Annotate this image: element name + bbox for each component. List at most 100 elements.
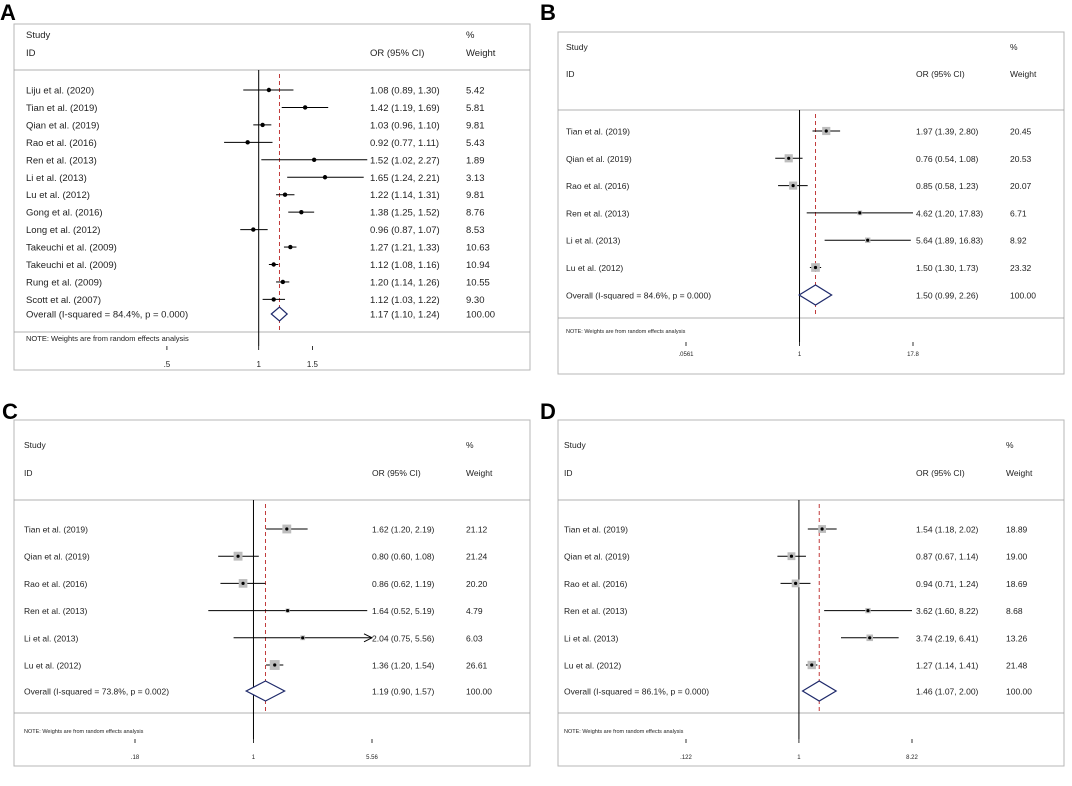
- study-or-ci: 1.27 (1.21, 1.33): [370, 243, 440, 254]
- study-or-ci: 0.80 (0.60, 1.08): [372, 552, 435, 562]
- header-percent: %: [466, 30, 475, 41]
- study-weight: 20.07: [1010, 181, 1032, 191]
- study-or-ci: 3.74 (2.19, 6.41): [916, 633, 979, 643]
- study-row: Ren et al. (2013) 4.62 (1.20, 17.83) 6.71: [566, 208, 1027, 218]
- header-or-ci: OR (95% CI): [916, 468, 965, 478]
- overall-label: Overall (I-squared = 86.1%, p = 0.000): [564, 687, 709, 697]
- ci-arrow: [363, 633, 374, 643]
- panel-c: C Study% ID OR (95% CI) Weight Tian et al. (…: [0, 393, 536, 786]
- point-estimate: [280, 279, 286, 285]
- study-row: Tian et al. (2019) 1.54 (1.18, 2.02) 18.89: [564, 525, 1028, 535]
- header-weight: Weight: [466, 48, 496, 59]
- study-weight: 10.55: [466, 277, 490, 288]
- overall-row: Overall (I-squared = 84.4%, p = 0.000) 1.…: [26, 306, 495, 322]
- overall-or-ci: 1.17 (1.10, 1.24): [370, 310, 440, 321]
- study-or-ci: 1.62 (1.20, 2.19): [372, 525, 435, 535]
- study-row: Lu et al. (2012) 1.27 (1.14, 1.41) 21.48: [564, 661, 1028, 671]
- panel-letter-b: B: [540, 0, 556, 25]
- x-tick-label: 17.8: [907, 352, 919, 358]
- study-or-ci: 1.08 (0.89, 1.30): [370, 86, 440, 97]
- study-row: Tian et al. (2019) 1.42 (1.19, 1.69) 5.81: [26, 103, 485, 114]
- study-weight: 10.94: [466, 260, 490, 271]
- point-estimate: [866, 609, 870, 613]
- study-label: Ren et al. (2013): [24, 606, 87, 616]
- study-row: Ren et al. (2013) 3.62 (1.60, 8.22) 8.68: [564, 606, 1023, 616]
- study-row: Liju et al. (2020) 1.08 (0.89, 1.30) 5.42: [26, 86, 485, 97]
- study-or-ci: 1.50 (1.30, 1.73): [916, 263, 979, 273]
- x-tick-label: 8.22: [906, 755, 918, 761]
- study-or-ci: 1.42 (1.19, 1.69): [370, 103, 440, 114]
- study-weight: 13.26: [1006, 633, 1028, 643]
- study-or-ci: 1.65 (1.24, 2.21): [370, 173, 440, 184]
- weights-note: NOTE: Weights are from random effects an…: [566, 329, 686, 335]
- study-or-ci: 0.85 (0.58, 1.23): [916, 181, 979, 191]
- study-row: Lu et al. (2012) 1.22 (1.14, 1.31) 9.81: [26, 190, 485, 201]
- study-label: Qian et al. (2019): [564, 552, 630, 562]
- header-weight: Weight: [1006, 468, 1033, 478]
- x-tick-label: 5.56: [366, 755, 378, 761]
- study-weight: 9.81: [466, 190, 485, 201]
- x-tick-label: 1: [256, 360, 261, 369]
- overall-row: Overall (I-squared = 73.8%, p = 0.002) 1.…: [24, 680, 492, 702]
- study-row: Li et al. (2013) 5.64 (1.89, 16.83) 8.92: [566, 236, 1027, 246]
- overall-or-ci: 1.50 (0.99, 2.26): [916, 291, 979, 301]
- plot-frame: [557, 31, 1065, 375]
- overall-row: Overall (I-squared = 86.1%, p = 0.000) 1.…: [564, 680, 1032, 702]
- weights-note: NOTE: Weights are from random effects an…: [564, 729, 684, 735]
- point-estimate: [858, 211, 862, 215]
- study-row: Qian et al. (2019) 1.03 (0.96, 1.10) 9.81: [26, 120, 485, 131]
- header-study: Study: [564, 440, 586, 450]
- study-row: Tian et al. (2019) 1.97 (1.39, 2.80) 20.45: [566, 127, 1032, 137]
- overall-row: Overall (I-squared = 84.6%, p = 0.000) 1.…: [566, 284, 1036, 306]
- study-row: Rao et al. (2016) 0.86 (0.62, 1.19) 20.20: [24, 579, 488, 589]
- study-label: Gong et al. (2016): [26, 208, 103, 219]
- study-weight: 6.03: [466, 633, 483, 643]
- study-label: Ren et al. (2013): [26, 155, 97, 166]
- overall-or-ci: 1.46 (1.07, 2.00): [916, 687, 979, 697]
- study-weight: 5.43: [466, 138, 485, 149]
- overall-weight: 100.00: [1010, 291, 1036, 301]
- x-tick-label: 1: [798, 352, 802, 358]
- header-percent: %: [1006, 440, 1014, 450]
- study-or-ci: 0.87 (0.67, 1.14): [916, 552, 979, 562]
- overall-label: Overall (I-squared = 84.4%, p = 0.000): [26, 310, 188, 321]
- study-or-ci: 1.27 (1.14, 1.41): [916, 661, 979, 671]
- study-row: Li et al. (2013) 3.74 (2.19, 6.41) 13.26: [564, 633, 1028, 643]
- study-or-ci: 1.64 (0.52, 5.19): [372, 606, 435, 616]
- study-weight: 9.30: [466, 295, 485, 306]
- panel-letter-a: A: [0, 0, 16, 25]
- study-row: Takeuchi et al. (2009) 1.27 (1.21, 1.33) 1…: [26, 243, 490, 254]
- overall-weight: 100.00: [466, 310, 495, 321]
- point-estimate: [787, 156, 791, 160]
- study-or-ci: 0.86 (0.62, 1.19): [372, 579, 435, 589]
- study-row: Qian et al. (2019) 0.76 (0.54, 1.08) 20.53: [566, 154, 1032, 164]
- point-estimate: [286, 609, 290, 613]
- study-label: Tian et al. (2019): [566, 127, 630, 137]
- x-tick-label: .18: [131, 755, 140, 761]
- header-or-ci: OR (95% CI): [370, 48, 424, 59]
- point-estimate: [266, 87, 272, 93]
- study-label: Li et al. (2013): [24, 633, 79, 643]
- overall-diamond: [244, 680, 286, 702]
- x-tick-label: 1: [797, 755, 801, 761]
- study-row: Li et al. (2013) 1.65 (1.24, 2.21) 3.13: [26, 173, 485, 184]
- point-estimate: [311, 157, 317, 162]
- study-label: Li et al. (2013): [26, 173, 87, 184]
- header-study: Study: [24, 440, 46, 450]
- study-weight: 21.24: [466, 552, 488, 562]
- study-weight: 1.89: [466, 155, 485, 166]
- point-estimate: [285, 527, 289, 531]
- header-study: Study: [566, 42, 588, 52]
- study-or-ci: 1.97 (1.39, 2.80): [916, 127, 979, 137]
- header-percent: %: [466, 440, 474, 450]
- header-or-ci: OR (95% CI): [916, 69, 965, 79]
- point-estimate: [813, 265, 818, 270]
- header-id: ID: [564, 468, 573, 478]
- point-estimate: [251, 227, 256, 232]
- point-estimate: [322, 175, 328, 180]
- point-estimate: [241, 581, 245, 585]
- study-weight: 4.79: [466, 606, 483, 616]
- study-or-ci: 0.92 (0.77, 1.11): [370, 138, 439, 149]
- panel-b: B Study% ID OR (95% CI) Weight Tian et al. (…: [536, 0, 1072, 393]
- study-or-ci: 3.62 (1.60, 8.22): [916, 606, 979, 616]
